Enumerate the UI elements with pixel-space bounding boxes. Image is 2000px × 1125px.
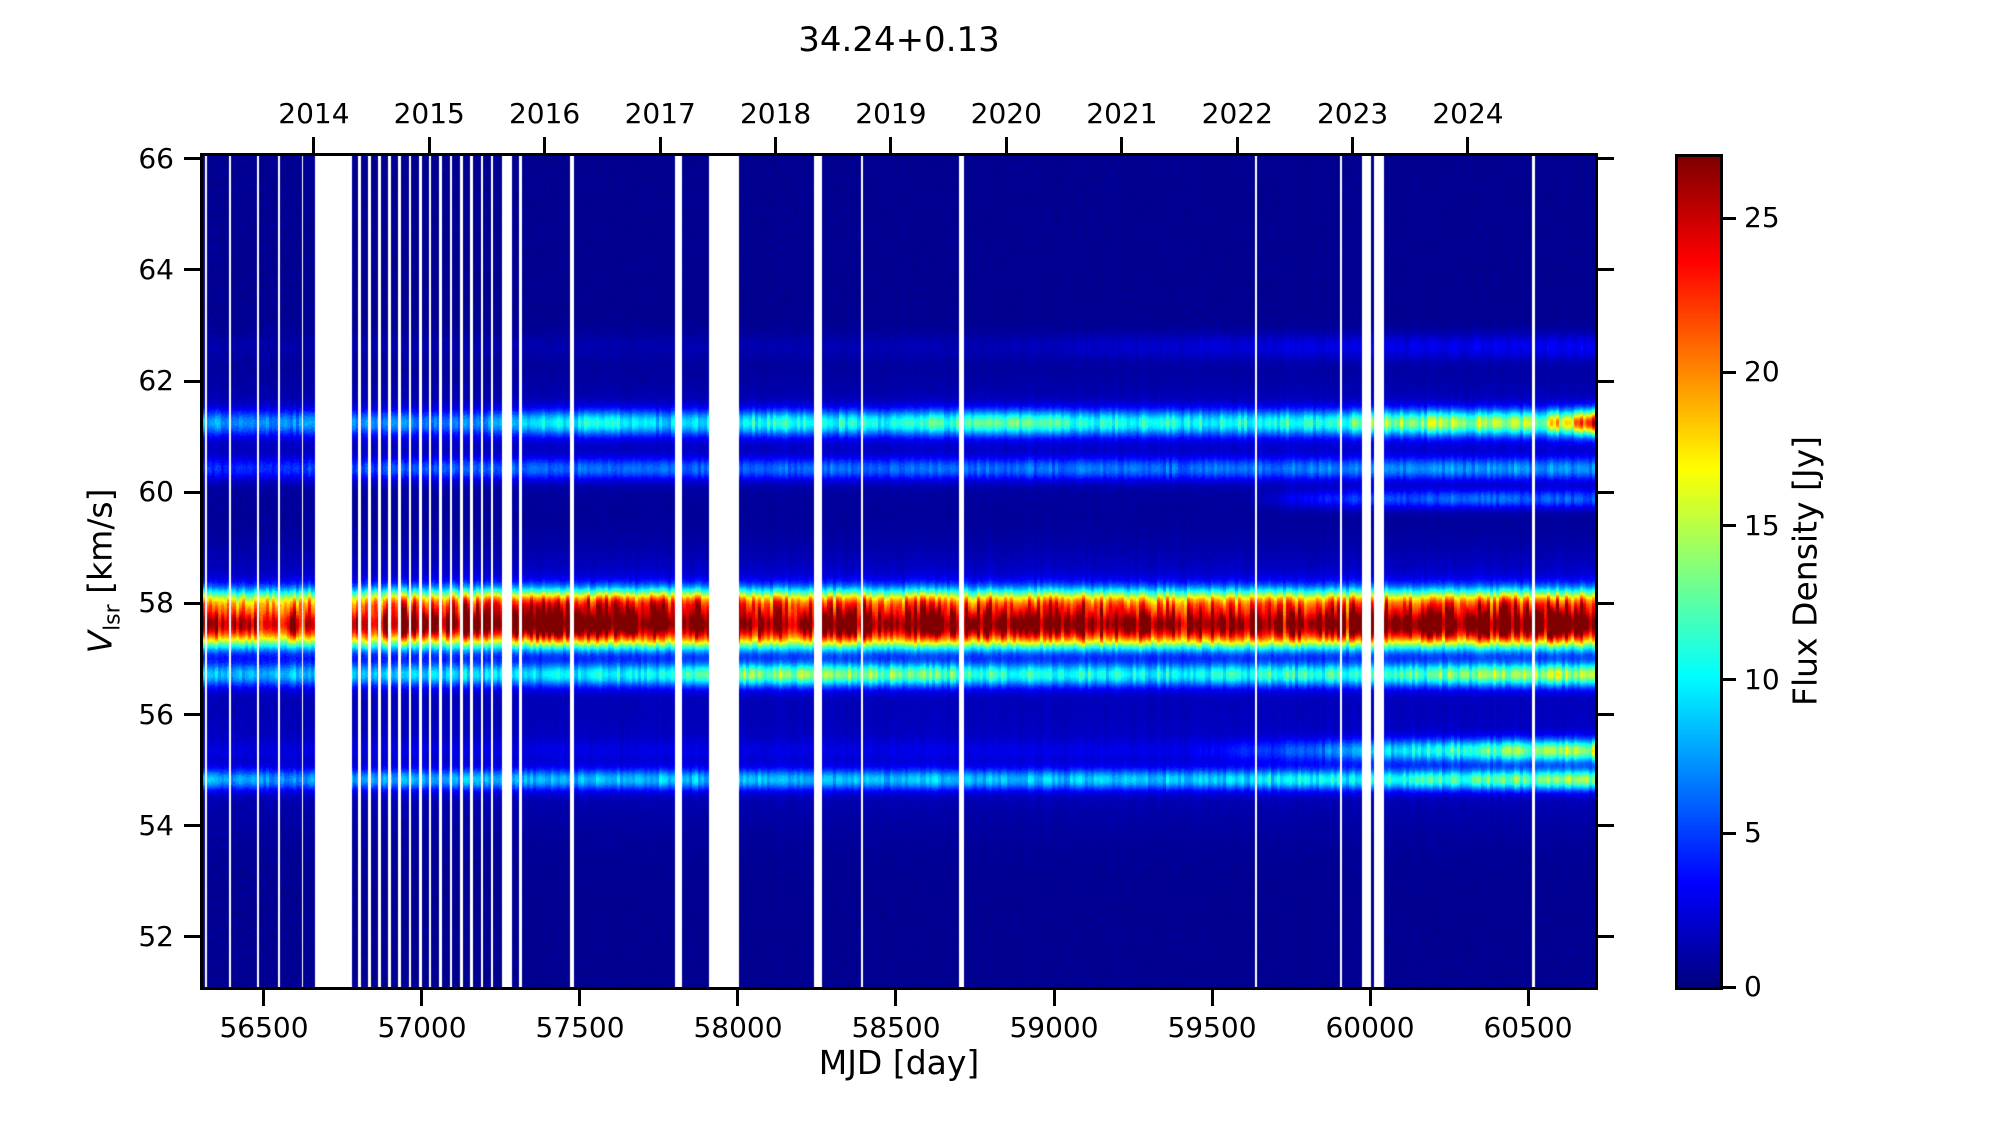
y-tick: [184, 268, 200, 272]
year-tick: [543, 137, 547, 153]
y-tick-right: [1598, 490, 1614, 494]
y-tick: [184, 935, 200, 939]
year-tick-label: 2017: [624, 97, 696, 130]
year-tick: [774, 137, 778, 153]
x-tick-label: 57500: [535, 1011, 625, 1044]
x-tick-label: 58500: [851, 1011, 941, 1044]
x-axis-label: MJD [day]: [818, 1043, 980, 1082]
year-tick: [1004, 137, 1008, 153]
year-tick-label: 2016: [508, 97, 581, 130]
y-tick: [184, 824, 200, 828]
colorbar-canvas: [1678, 157, 1720, 987]
x-tick-label: 60000: [1325, 1011, 1415, 1044]
colorbar-tick-label: 15: [1744, 508, 1780, 542]
y-tick-label: 62: [138, 364, 174, 398]
year-tick: [658, 137, 662, 153]
y-tick: [184, 601, 200, 605]
colorbar-tick: [1723, 370, 1736, 374]
x-tick: [578, 990, 582, 1006]
year-tick: [1466, 137, 1470, 153]
y-tick: [184, 379, 200, 383]
y-tick: [184, 713, 200, 717]
year-tick: [312, 137, 316, 153]
x-tick: [420, 990, 424, 1006]
y-tick-right: [1598, 601, 1614, 605]
x-tick: [262, 990, 266, 1006]
year-tick-label: 2024: [1432, 97, 1504, 130]
year-tick: [427, 137, 431, 153]
x-tick-label: 59500: [1167, 1011, 1257, 1044]
year-tick-label: 2014: [278, 97, 350, 130]
y-tick: [184, 490, 200, 494]
year-tick-label: 2020: [970, 97, 1042, 130]
year-tick-label: 2023: [1316, 97, 1389, 130]
x-tick: [1210, 990, 1214, 1006]
x-tick-label: 58000: [693, 1011, 783, 1044]
y-tick-label: 66: [138, 141, 174, 175]
x-tick: [1368, 990, 1372, 1006]
year-tick: [1120, 137, 1124, 153]
colorbar-tick: [1723, 831, 1736, 835]
heatmap-canvas: [203, 156, 1595, 987]
colorbar-tick-label: 10: [1744, 662, 1780, 696]
y-axis-label-var: V: [80, 630, 120, 654]
x-tick-label: 57000: [377, 1011, 467, 1044]
colorbar-tick-label: 20: [1744, 355, 1780, 389]
plot-frame: [200, 153, 1598, 990]
year-tick: [1235, 137, 1239, 153]
y-axis-label-sub: lsr: [100, 604, 126, 631]
y-tick: [184, 157, 200, 161]
year-tick-label: 2022: [1201, 97, 1273, 130]
colorbar-tick: [1723, 985, 1736, 989]
year-tick: [889, 137, 893, 153]
year-tick-label: 2021: [1086, 97, 1158, 130]
y-tick-label: 52: [138, 919, 174, 953]
y-tick-right: [1598, 379, 1614, 383]
year-tick-label: 2018: [739, 97, 812, 130]
x-tick-label: 59000: [1009, 1011, 1099, 1044]
y-tick-right: [1598, 268, 1614, 272]
y-axis-label: Vlsr [km/s]: [81, 488, 126, 653]
x-tick-label: 60500: [1483, 1011, 1573, 1044]
y-tick-right: [1598, 157, 1614, 161]
colorbar-tick: [1723, 524, 1736, 528]
x-tick: [1052, 990, 1056, 1006]
y-tick-right: [1598, 713, 1614, 717]
x-tick: [736, 990, 740, 1006]
y-tick-label: 64: [138, 252, 174, 286]
x-tick-label: 56500: [219, 1011, 309, 1044]
y-tick-label: 56: [138, 697, 174, 731]
x-tick: [894, 990, 898, 1006]
colorbar-tick-label: 0: [1744, 970, 1762, 1003]
x-tick: [1526, 990, 1530, 1006]
colorbar-tick: [1723, 216, 1736, 220]
y-tick-label: 54: [138, 808, 174, 842]
chart-title: 34.24+0.13: [798, 20, 1000, 60]
colorbar-label: Flux Density [Jy]: [1785, 435, 1825, 707]
y-axis-label-unit: [km/s]: [80, 488, 120, 605]
colorbar-frame: [1675, 154, 1723, 990]
year-tick-label: 2019: [855, 97, 927, 130]
colorbar-tick-label: 5: [1744, 816, 1762, 850]
colorbar-tick-label: 25: [1744, 201, 1780, 235]
y-tick-right: [1598, 935, 1614, 939]
year-tick: [1351, 137, 1355, 153]
colorbar-tick: [1723, 678, 1736, 682]
y-tick-right: [1598, 824, 1614, 828]
year-tick-label: 2015: [393, 97, 465, 130]
